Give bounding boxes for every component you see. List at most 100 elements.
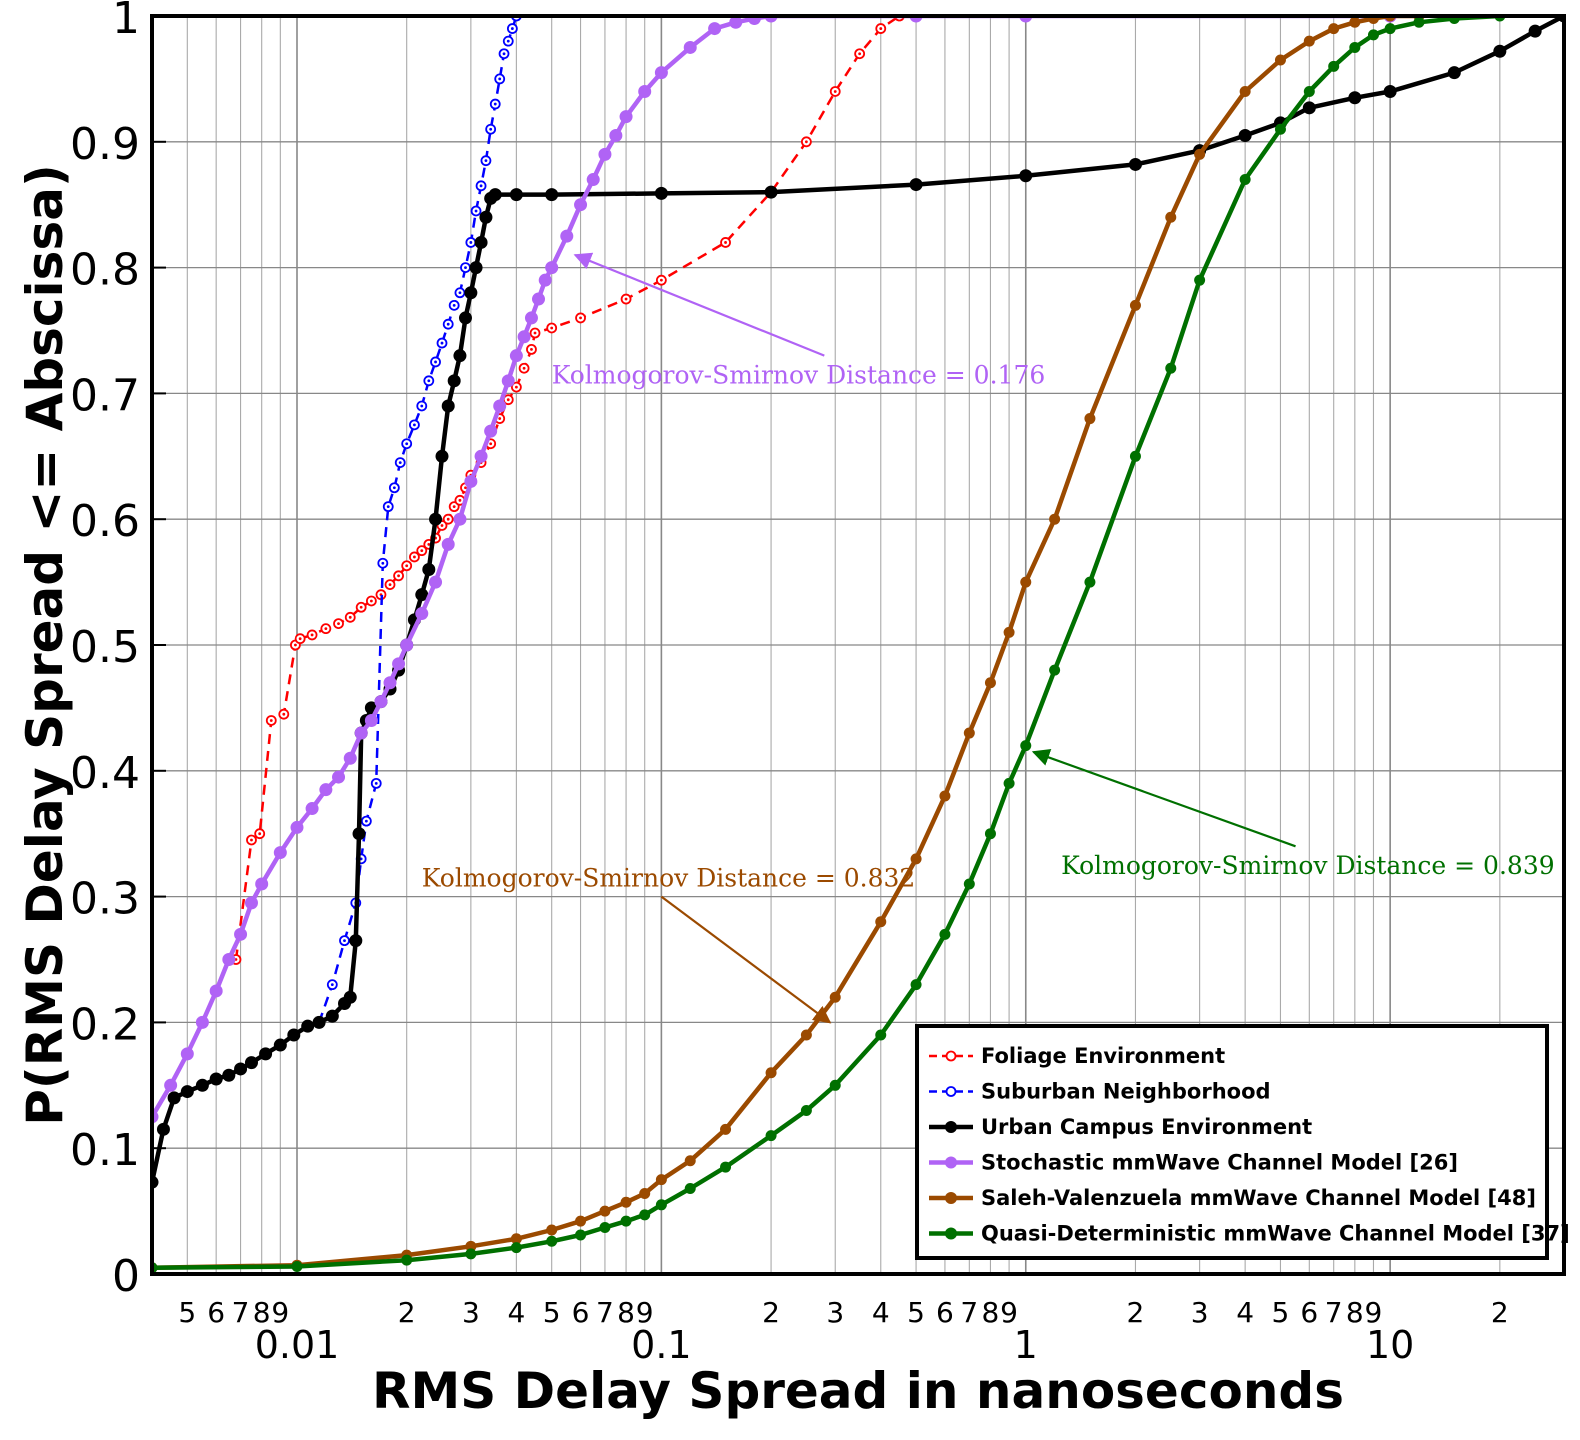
data-point bbox=[546, 1235, 558, 1247]
data-point bbox=[574, 198, 588, 212]
x-minor-tick-label: 2 bbox=[1127, 1296, 1145, 1329]
data-point bbox=[531, 292, 545, 306]
series-6 bbox=[152, 16, 1506, 1274]
y-tick-label: 0.7 bbox=[70, 370, 140, 421]
data-point bbox=[1367, 29, 1379, 41]
data-point bbox=[349, 934, 363, 948]
data-point-dot bbox=[250, 838, 253, 842]
data-point bbox=[1049, 664, 1061, 676]
data-point-dot bbox=[413, 555, 416, 559]
data-point bbox=[1448, 16, 1460, 25]
y-tick-label: 0 bbox=[112, 1251, 140, 1302]
data-point bbox=[509, 188, 523, 202]
data-point bbox=[441, 537, 455, 551]
legend-marker bbox=[945, 1086, 957, 1097]
data-point-dot bbox=[452, 505, 456, 509]
data-point bbox=[910, 853, 922, 865]
data-point bbox=[458, 311, 472, 325]
data-point-dot bbox=[324, 627, 328, 631]
data-point bbox=[963, 727, 975, 739]
data-point-dot bbox=[446, 322, 450, 326]
data-point bbox=[312, 1015, 326, 1029]
legend-entry: Foliage Environment bbox=[929, 1044, 1225, 1068]
data-point bbox=[305, 802, 319, 816]
data-point bbox=[510, 1233, 522, 1245]
data-point-dot bbox=[364, 819, 368, 823]
ks-annotation: Kolmogorov-Smirnov Distance = 0.832 bbox=[422, 864, 915, 1024]
data-point bbox=[364, 713, 378, 727]
data-point bbox=[273, 846, 287, 860]
data-point bbox=[1165, 211, 1177, 223]
data-point bbox=[1003, 777, 1015, 789]
data-point-dot bbox=[804, 140, 808, 144]
x-minor-tick-label: 6 bbox=[1300, 1296, 1318, 1329]
legend-label: Suburban Neighborhood bbox=[981, 1080, 1271, 1104]
data-point-dot bbox=[510, 27, 514, 30]
data-point bbox=[1349, 41, 1361, 53]
annotation-arrow bbox=[1031, 749, 1296, 848]
data-point-dot bbox=[533, 331, 537, 335]
y-tick-label: 1 bbox=[112, 0, 140, 44]
data-point-dot bbox=[440, 524, 444, 527]
data-point bbox=[875, 916, 887, 928]
data-point bbox=[984, 677, 996, 689]
data-point-dot bbox=[392, 486, 396, 490]
y-tick-label: 0.5 bbox=[70, 622, 140, 673]
data-point bbox=[1238, 129, 1252, 143]
data-point bbox=[325, 1009, 339, 1023]
data-point-dot bbox=[434, 360, 437, 364]
x-minor-tick-label: 6 bbox=[207, 1296, 225, 1329]
data-point bbox=[1049, 513, 1061, 525]
data-point bbox=[829, 1079, 841, 1091]
x-major-tick-label: 10 bbox=[1366, 1323, 1414, 1367]
data-point bbox=[209, 984, 223, 998]
data-point bbox=[1128, 157, 1142, 171]
data-point-dot bbox=[374, 781, 378, 785]
data-point bbox=[164, 1078, 178, 1092]
x-major-tick-label: 0.1 bbox=[631, 1323, 691, 1367]
data-point-dot bbox=[427, 542, 431, 546]
data-point bbox=[1003, 626, 1015, 638]
data-point bbox=[546, 1224, 558, 1236]
data-point-dot bbox=[464, 266, 467, 269]
data-point bbox=[1328, 60, 1340, 72]
data-point-dot bbox=[413, 423, 416, 427]
ks-annotation: Kolmogorov-Smirnov Distance = 0.839 bbox=[1031, 749, 1555, 880]
data-point bbox=[244, 1056, 258, 1070]
data-point bbox=[209, 1072, 223, 1086]
y-tick-label: 0.3 bbox=[70, 874, 140, 925]
data-point-dot bbox=[388, 583, 392, 587]
data-point bbox=[509, 349, 523, 363]
data-point bbox=[501, 374, 515, 388]
legend-entry: Quasi-Deterministic mmWave Channel Model… bbox=[929, 1222, 1570, 1246]
legend-marker bbox=[945, 1192, 957, 1204]
data-point-dot bbox=[479, 184, 483, 188]
data-point-dot bbox=[348, 615, 352, 619]
data-point bbox=[484, 424, 498, 438]
data-point-dot bbox=[282, 712, 286, 716]
data-point bbox=[939, 790, 951, 802]
data-point-dot bbox=[493, 102, 497, 106]
data-point bbox=[1129, 299, 1141, 311]
data-point bbox=[1447, 66, 1461, 80]
x-axis-label: RMS Delay Spread in nanoseconds bbox=[372, 1362, 1344, 1420]
data-point bbox=[1020, 740, 1032, 752]
data-point bbox=[599, 1205, 611, 1217]
data-point bbox=[1528, 24, 1542, 38]
data-point bbox=[909, 178, 923, 192]
data-point bbox=[684, 1182, 696, 1194]
data-point bbox=[683, 40, 697, 54]
data-point bbox=[1165, 362, 1177, 374]
data-point bbox=[963, 878, 975, 890]
data-point bbox=[259, 1047, 273, 1061]
data-point-dot bbox=[458, 498, 462, 502]
data-point-dot bbox=[522, 366, 526, 370]
data-point-dot bbox=[550, 326, 554, 330]
data-point bbox=[255, 877, 269, 891]
data-point-dot bbox=[489, 442, 493, 446]
data-point bbox=[167, 1091, 181, 1105]
data-point bbox=[453, 349, 467, 363]
data-point bbox=[765, 1130, 777, 1142]
data-point bbox=[156, 1122, 170, 1136]
data-point bbox=[1129, 450, 1141, 462]
